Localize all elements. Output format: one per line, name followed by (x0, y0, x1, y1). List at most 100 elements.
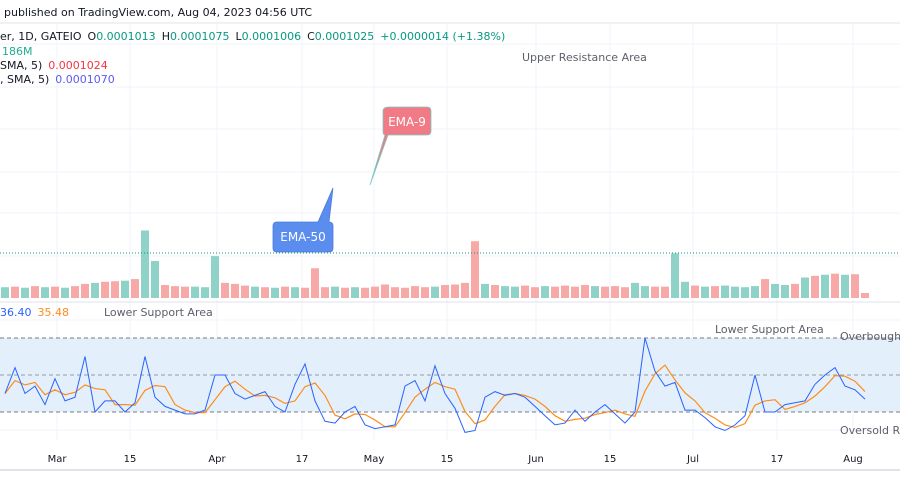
volume-bar (131, 279, 139, 298)
ohlc-legend: er, 1D, GATEIO O0.0001013 H0.0001075 L0.000… (0, 30, 505, 43)
ema9-legend-name: SMA, 5) (0, 59, 42, 72)
volume-bar (181, 286, 189, 298)
close-value: 0.0001025 (315, 30, 375, 43)
volume-bar (491, 285, 499, 298)
rsi-legend[interactable]: 36.40 35.48 (0, 306, 69, 319)
volume-bar (361, 287, 369, 298)
x-tick-label: Jul (686, 454, 699, 465)
x-tick-label: Aug (843, 454, 863, 465)
volume-bar (451, 284, 459, 298)
x-tick-label: Mar (48, 454, 68, 465)
low-label: L (235, 30, 242, 43)
volume-bar (271, 287, 279, 298)
volume-bar (681, 281, 689, 298)
volume-bar (151, 260, 159, 298)
x-tick-label: Apr (208, 454, 226, 465)
volume-bar (141, 230, 149, 298)
volume-bar (441, 285, 449, 298)
volume-bar (701, 286, 709, 298)
x-tick-label: 17 (771, 454, 784, 465)
ema9-callout[interactable]: EMA-9 (369, 106, 432, 186)
volume-bar (631, 282, 639, 298)
volume-bar (71, 286, 79, 298)
high-value: 0.0001075 (170, 30, 230, 43)
change-value: +0.0000014 (+1.38%) (380, 30, 505, 43)
open-value: 0.0001013 (96, 30, 156, 43)
volume-bar (411, 286, 419, 298)
volume-bar (821, 274, 829, 298)
open-label: O (88, 30, 97, 43)
rsi-ma-line (4, 364, 866, 429)
volume-bar (21, 287, 29, 298)
volume-bar (401, 287, 409, 298)
ema50-legend[interactable]: , SMA, 5) 0.0001070 (0, 73, 115, 86)
x-axis: Mar 15 Apr 17 May 15 Jun 15 Jul 17 Aug (48, 454, 863, 465)
volume-bar (711, 286, 719, 298)
volume-bar (791, 283, 799, 298)
volume-bar (61, 287, 69, 298)
rsi-ma-legend-value: 35.48 (38, 306, 70, 319)
volume-bar (51, 286, 59, 298)
volume-bar (161, 285, 169, 298)
volume-bar (311, 268, 319, 298)
volume-bar (461, 282, 469, 298)
volume-bar (851, 274, 859, 298)
volume-bar (551, 286, 559, 298)
volume-bar (601, 286, 609, 298)
volume-bar (761, 279, 769, 298)
x-tick-label: 15 (604, 454, 617, 465)
x-tick-label: May (364, 454, 385, 465)
volume-bar (331, 286, 339, 298)
volume-bar (771, 283, 779, 298)
oversold-label: Oversold Re (840, 424, 900, 437)
volume-bar (291, 287, 299, 298)
volume-bar (251, 286, 259, 298)
volume-bar (801, 277, 809, 298)
lower-support-label-rsi: Lower Support Area (715, 323, 824, 336)
volume-bar (841, 274, 849, 298)
volume-bar (1, 287, 9, 298)
volume-bar (11, 286, 19, 298)
ema50-callout[interactable]: EMA-50 (272, 187, 334, 253)
x-tick-label: Jun (527, 454, 544, 465)
ema50-legend-value: 0.0001070 (55, 73, 115, 86)
volume-bar (691, 285, 699, 298)
volume-bar (111, 281, 119, 298)
volume-bar (31, 286, 39, 298)
grid-lines (0, 24, 900, 440)
volume-bars (1, 230, 869, 298)
volume-bar (371, 286, 379, 298)
volume-bar (351, 287, 359, 298)
volume-bar (571, 286, 579, 298)
upper-resistance-label: Upper Resistance Area (522, 51, 647, 64)
volume-bar (501, 286, 509, 298)
high-label: H (162, 30, 170, 43)
low-value: 0.0001006 (242, 30, 302, 43)
volume-bar (591, 286, 599, 298)
volume-bar (41, 287, 49, 298)
x-tick-label: 17 (296, 454, 309, 465)
published-text: published on TradingView.com, Aug 04, 20… (4, 6, 312, 19)
ema9-legend[interactable]: SMA, 5) 0.0001024 (0, 59, 108, 72)
ema50-callout-text: EMA-50 (280, 230, 325, 244)
volume-bar (641, 286, 649, 298)
volume-bar (341, 287, 349, 298)
volume-bar (541, 286, 549, 298)
volume-bar (421, 287, 429, 298)
ema9-callout-text: EMA-9 (388, 115, 426, 129)
volume-bar (121, 280, 129, 298)
volume-bar (651, 286, 659, 298)
volume-bar (261, 287, 269, 298)
volume-bar (281, 286, 289, 298)
volume-bar (831, 273, 839, 298)
volume-bar (81, 283, 89, 298)
volume-bar (521, 285, 529, 298)
volume-bar (581, 285, 589, 298)
volume-bar (471, 241, 479, 298)
volume-bar (531, 287, 539, 298)
volume-bar (721, 285, 729, 298)
volume-bar (481, 283, 489, 298)
volume-bar (741, 287, 749, 298)
symbol-label: er, 1D, GATEIO (0, 30, 82, 43)
